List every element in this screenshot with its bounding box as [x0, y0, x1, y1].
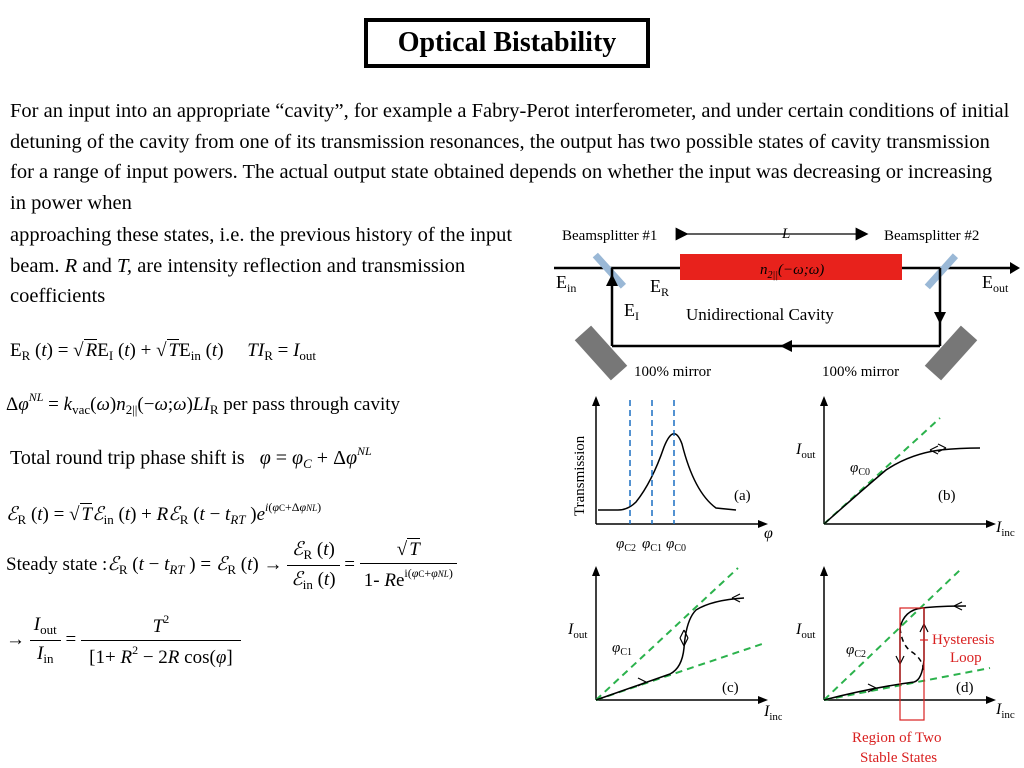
cavity-diagram: Beamsplitter #1 Beamsplitter #2 L n2||(−…	[554, 226, 1020, 381]
e-out-label: Eout	[982, 272, 1009, 295]
equation-intensity-ratio: → Iout Iin = T2 [1+ R2 − 2R cos(φ]	[6, 612, 241, 669]
output-arrowhead	[1010, 262, 1020, 274]
panel-a-xlabel: φ	[764, 525, 773, 542]
panel-b-io-curve: Iout φC0 (b) Iinc	[795, 396, 1015, 539]
panel-c-phi: φC1	[612, 640, 632, 658]
panel-d-unstable-branch	[899, 627, 925, 675]
region-bracket	[899, 607, 925, 721]
region-label-1: Region of Two	[852, 730, 942, 746]
panel-d-steep-line	[823, 569, 961, 701]
panel-d-phi: φC2	[846, 642, 866, 660]
panel-c-io-curve: Iout φC1 (c) Iinc	[567, 566, 782, 720]
equation-field-relation: ER (t) = √ REI (t) + √ TEin (t) TIR = Iout	[10, 339, 317, 363]
panel-d-shallow-line	[823, 667, 991, 701]
panel-d-ylabel: Iout	[795, 621, 815, 641]
panel-c-xlabel: Iinc	[763, 703, 782, 720]
mirror-right-label: 100% mirror	[822, 364, 899, 380]
panel-a-tag: (a)	[734, 488, 751, 504]
panel-b-xlabel: Iinc	[995, 519, 1015, 539]
e-in-label: Ein	[556, 272, 576, 295]
beamsplitter-2-label: Beamsplitter #2	[884, 228, 979, 244]
panel-a-transmission: Transmission (a) φ φC2 φC1 φC0	[572, 396, 773, 554]
length-label: L	[781, 226, 790, 242]
cavity-label: Unidirectional Cavity	[686, 305, 834, 324]
beamsplitter-2	[924, 253, 959, 290]
panel-b-ylabel: Iout	[795, 441, 815, 461]
panel-c-tag: (c)	[722, 680, 739, 696]
equation-nonlinear-phase: ΔφNL = kvac(ω)n2||(−ω;ω)LIR per pass thr…	[6, 390, 401, 417]
panel-d-tag: (d)	[956, 680, 974, 696]
phi-c0-label: φC0	[666, 536, 686, 554]
beamsplitter-1	[592, 252, 627, 289]
panel-c-steep-line	[595, 567, 739, 701]
region-label-2: Stable States	[860, 750, 937, 766]
equation-steady-state: Steady state :ℰR (t − tRT ) = ℰR (t) → ℰ…	[6, 538, 457, 593]
e-r-label: ER	[650, 276, 669, 299]
e-i-label: EI	[624, 300, 639, 323]
hysteresis-label-1: Hysteresis	[932, 632, 995, 648]
mirror-left	[574, 325, 628, 381]
equation-field-time: ℰR (t) = √ Tℰin (t) + RℰR (t − tRT )ei(φC…	[6, 500, 322, 527]
panel-d-xlabel: Iinc	[995, 701, 1015, 721]
panel-b-phi: φC0	[850, 460, 870, 478]
phi-c1-label: φC1	[642, 536, 662, 554]
mirror-right	[924, 325, 978, 381]
intro-paragraph: For an input into an appropriate “cavity…	[10, 100, 1010, 214]
panel-b-curve	[823, 447, 981, 525]
panel-c-ylabel: Iout	[567, 621, 587, 641]
feedback-arrow-left	[606, 274, 618, 286]
panel-d-lower-branch	[823, 659, 925, 701]
panel-a-ylabel: Transmission	[572, 435, 588, 516]
panel-d-upper-branch	[899, 605, 967, 629]
panel-b-tag: (b)	[938, 488, 956, 504]
mirror-left-label: 100% mirror	[634, 364, 711, 380]
slide-title: Optical Bistability	[364, 18, 650, 68]
phi-c2-label: φC2	[616, 536, 636, 554]
panel-a-resonance-curve	[598, 433, 737, 511]
panel-d-io-curve: Iout φC2 (d) Iinc Hysteresis Loop Region…	[795, 566, 1015, 766]
feedback-arrow-bottom	[780, 340, 792, 352]
feedback-arrow-right	[934, 312, 946, 324]
equation-total-phase: Total round trip phase shift is φ = φC +…	[10, 444, 372, 471]
beamsplitter-1-label: Beamsplitter #1	[562, 228, 657, 244]
nonlinear-medium	[680, 254, 902, 280]
medium-label: n2||(−ω;ω)	[760, 262, 824, 281]
intro-paragraph-continued: approaching these states, i.e. the previ…	[10, 224, 513, 307]
hysteresis-label-2: Loop	[950, 650, 982, 666]
